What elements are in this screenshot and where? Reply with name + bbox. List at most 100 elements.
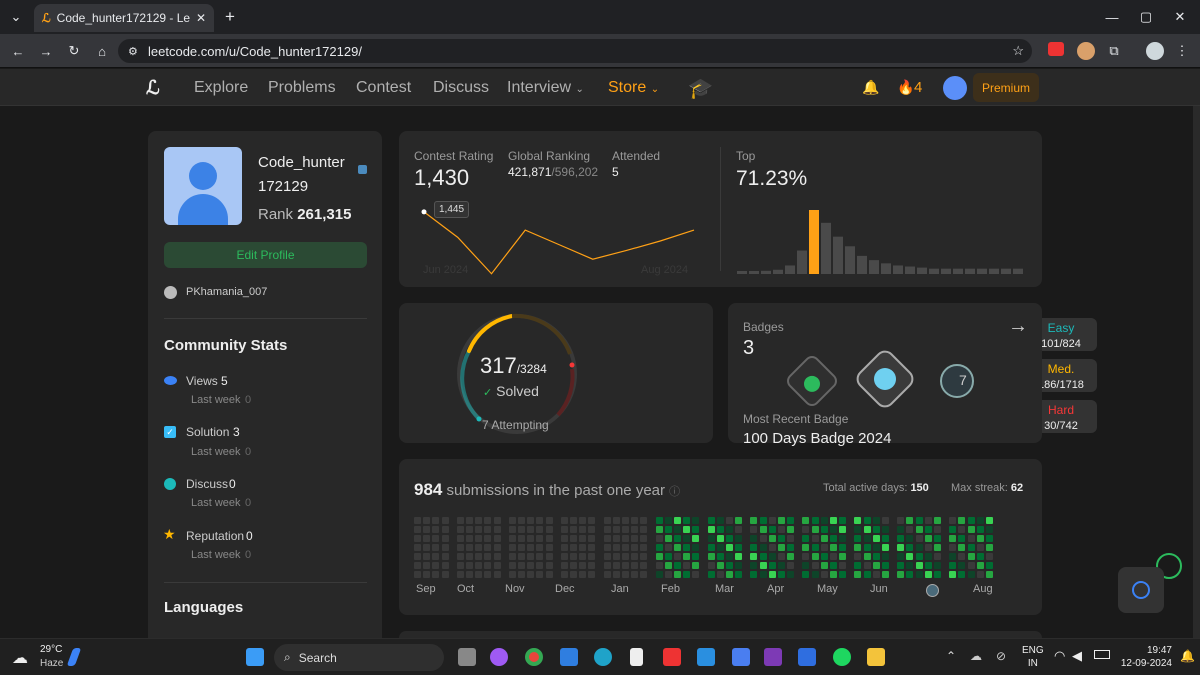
heatmap-cell[interactable]: [612, 544, 620, 551]
heatmap-cell[interactable]: [768, 553, 776, 560]
heatmap-cell[interactable]: [664, 553, 672, 560]
forward-icon[interactable]: →: [39, 43, 53, 59]
heatmap-cell[interactable]: [683, 526, 691, 533]
heatmap-cell[interactable]: [768, 526, 776, 533]
heatmap-cell[interactable]: [735, 535, 743, 542]
heatmap-cell[interactable]: [579, 562, 587, 569]
github-username[interactable]: PKhamania_007: [186, 286, 268, 298]
heatmap-cell[interactable]: [640, 553, 648, 560]
copilot-icon[interactable]: [490, 648, 508, 666]
heatmap-cell[interactable]: [493, 535, 501, 542]
heatmap-cell[interactable]: [423, 526, 431, 533]
heatmap-cell[interactable]: [579, 544, 587, 551]
heatmap-cell[interactable]: [432, 517, 440, 524]
heatmap-cell[interactable]: [707, 526, 715, 533]
heatmap-cell[interactable]: [588, 562, 596, 569]
browser-profile-icon[interactable]: [1146, 42, 1164, 60]
heatmap-cell[interactable]: [518, 535, 525, 542]
heatmap-cell[interactable]: [924, 535, 932, 542]
heatmap-cell[interactable]: [863, 535, 871, 542]
heatmap-cell[interactable]: [466, 571, 473, 578]
heatmap-cell[interactable]: [872, 562, 880, 569]
heatmap-cell[interactable]: [612, 517, 620, 524]
heatmap-cell[interactable]: [527, 517, 535, 524]
heatmap-cell[interactable]: [603, 553, 611, 560]
heatmap-cell[interactable]: [759, 553, 767, 560]
heatmap-cell[interactable]: [726, 553, 733, 560]
heatmap-cell[interactable]: [915, 562, 923, 569]
nav-explore[interactable]: Explore: [194, 79, 249, 96]
heatmap-cell[interactable]: [934, 517, 941, 524]
heatmap-cell[interactable]: [545, 544, 553, 551]
heatmap-cell[interactable]: [830, 571, 837, 578]
heatmap-cell[interactable]: [518, 526, 525, 533]
nav-problems[interactable]: Problems: [268, 79, 336, 96]
heatmap-cell[interactable]: [640, 517, 648, 524]
heatmap-cell[interactable]: [456, 535, 464, 542]
heatmap-cell[interactable]: [726, 562, 733, 569]
heatmap-cell[interactable]: [683, 535, 691, 542]
heatmap-cell[interactable]: [527, 571, 535, 578]
heatmap-cell[interactable]: [683, 544, 691, 551]
nav-discuss[interactable]: Discuss: [433, 79, 490, 96]
heatmap-cell[interactable]: [787, 571, 795, 578]
heatmap-cell[interactable]: [863, 553, 871, 560]
chat-support-button[interactable]: [1118, 567, 1164, 613]
heatmap-cell[interactable]: [579, 571, 587, 578]
heatmap-cell[interactable]: [692, 544, 700, 551]
edge-icon[interactable]: [594, 648, 612, 666]
heatmap-cell[interactable]: [692, 517, 700, 524]
heatmap-cell[interactable]: [588, 526, 596, 533]
heatmap-cell[interactable]: [518, 562, 525, 569]
heatmap-cell[interactable]: [456, 571, 464, 578]
task-view-icon[interactable]: [458, 648, 476, 666]
heatmap-cell[interactable]: [976, 571, 984, 578]
heatmap-cell[interactable]: [612, 571, 620, 578]
heatmap-cell[interactable]: [475, 535, 483, 542]
heatmap-cell[interactable]: [958, 517, 966, 524]
heatmap-cell[interactable]: [787, 553, 795, 560]
heatmap-cell[interactable]: [603, 571, 611, 578]
heatmap-cell[interactable]: [906, 562, 914, 569]
heatmap-cell[interactable]: [759, 526, 767, 533]
battery-icon[interactable]: [1094, 650, 1110, 659]
ai-assistant-icon[interactable]: [1156, 553, 1182, 579]
heatmap-cell[interactable]: [655, 544, 663, 551]
heatmap-cell[interactable]: [692, 526, 700, 533]
heatmap-cell[interactable]: [674, 562, 681, 569]
heatmap-cell[interactable]: [863, 517, 871, 524]
heatmap-cell[interactable]: [475, 562, 483, 569]
heatmap-cell[interactable]: [622, 517, 629, 524]
heatmap-cell[interactable]: [655, 562, 663, 569]
heatmap-cell[interactable]: [934, 535, 941, 542]
heatmap-cell[interactable]: [906, 535, 914, 542]
heatmap-cell[interactable]: [612, 526, 620, 533]
heatmap-cell[interactable]: [882, 517, 889, 524]
heatmap-cell[interactable]: [466, 535, 473, 542]
heatmap-cell[interactable]: [707, 562, 715, 569]
heatmap-cell[interactable]: [441, 517, 449, 524]
heatmap-cell[interactable]: [830, 544, 837, 551]
heatmap-cell[interactable]: [811, 535, 819, 542]
heatmap-cell[interactable]: [839, 526, 847, 533]
heatmap-cell[interactable]: [934, 553, 941, 560]
heatmap-cell[interactable]: [958, 562, 966, 569]
heatmap-cell[interactable]: [976, 562, 984, 569]
heatmap-cell[interactable]: [820, 553, 828, 560]
heatmap-cell[interactable]: [493, 562, 501, 569]
heatmap-cell[interactable]: [882, 535, 889, 542]
heatmap-cell[interactable]: [768, 535, 776, 542]
heatmap-cell[interactable]: [664, 544, 672, 551]
heatmap-cell[interactable]: [560, 553, 568, 560]
heatmap-cell[interactable]: [493, 544, 501, 551]
heatmap-cell[interactable]: [854, 517, 862, 524]
heatmap-cell[interactable]: [432, 562, 440, 569]
heatmap-cell[interactable]: [493, 517, 501, 524]
heatmap-cell[interactable]: [508, 517, 516, 524]
heatmap-cell[interactable]: [493, 571, 501, 578]
heatmap-cell[interactable]: [655, 526, 663, 533]
heatmap-cell[interactable]: [674, 553, 681, 560]
heatmap-cell[interactable]: [466, 517, 473, 524]
arrow-right-icon[interactable]: →: [1008, 315, 1028, 337]
widgets-icon[interactable]: [66, 648, 82, 666]
